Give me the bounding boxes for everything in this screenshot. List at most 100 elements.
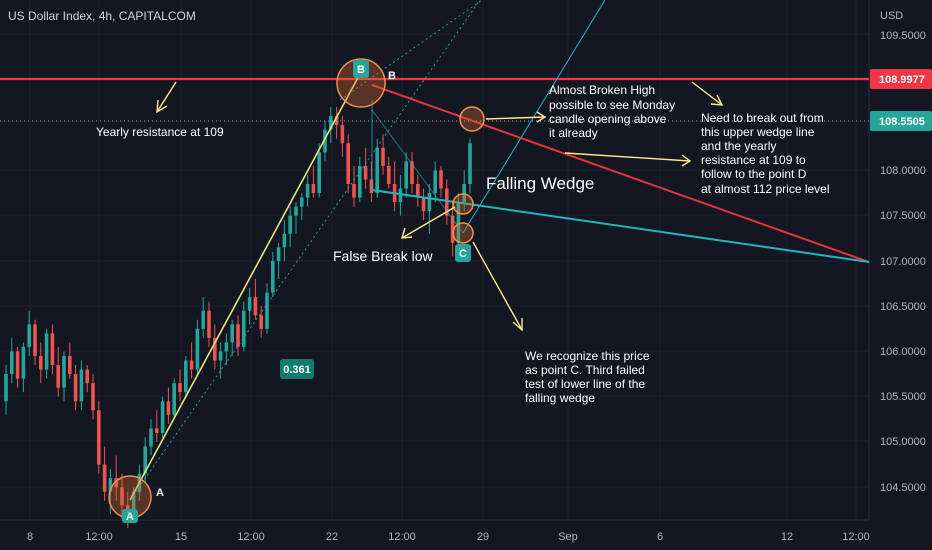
candle-body [44, 333, 49, 370]
candle [276, 242, 281, 280]
arrowhead-point-c [512, 318, 523, 332]
candle-body [352, 183, 356, 198]
candle [404, 152, 408, 198]
time-tick: 12:00 [842, 531, 870, 543]
channel-line[interactable] [462, 0, 606, 234]
price-axis-panel[interactable] [869, 0, 932, 550]
impulse-a-to-b-line[interactable] [129, 71, 362, 501]
candle [375, 138, 379, 198]
last-price-text: 108.5505 [879, 116, 925, 128]
candle-body [201, 310, 205, 329]
candle-body [131, 491, 136, 515]
fib-ratio-badge[interactable]: 0.361 [280, 359, 314, 379]
candle-body [213, 337, 217, 361]
candle-body [450, 215, 455, 243]
candle-body [108, 478, 113, 492]
candle [195, 319, 200, 375]
arrow-point-c [472, 241, 523, 331]
point-c-badge[interactable]: C [455, 244, 471, 262]
candle-body [224, 342, 229, 352]
almost-broken-high-circle[interactable] [459, 106, 485, 132]
candle-body [56, 365, 60, 388]
candle [363, 147, 368, 189]
candle [358, 156, 362, 203]
candle-body [340, 125, 345, 144]
resistance-price-label[interactable]: 108.9977 [870, 69, 932, 89]
b-to-c-line[interactable] [371, 109, 464, 234]
candle [213, 324, 217, 370]
candle [149, 419, 153, 456]
candle-body [195, 328, 200, 370]
point-b-badge[interactable]: B [353, 60, 369, 78]
point-b-label: B [388, 70, 396, 82]
price-axis[interactable]: 109.5000 108.0000 107.5000 107.0000 106.… [880, 30, 926, 494]
candle-body [62, 355, 66, 388]
point-b-badge-label: B [357, 64, 365, 76]
false-break-circle[interactable] [452, 193, 474, 215]
candle-body [433, 170, 437, 194]
candle-body [4, 374, 8, 402]
candle [39, 342, 43, 384]
candle [102, 446, 107, 501]
candle-body [207, 310, 211, 338]
candle-body [143, 446, 147, 474]
candle-body [21, 346, 26, 379]
candle-body [404, 161, 408, 189]
candle [346, 134, 350, 194]
point-a-badge[interactable]: A [122, 509, 138, 523]
candle [56, 346, 60, 397]
time-tick: 6 [657, 531, 663, 543]
channel-dotted-upper-line[interactable] [339, 0, 483, 101]
time-axis[interactable]: 8 12:00 15 12:00 22 12:00 29 Sep 6 12 12… [27, 531, 870, 543]
candle [288, 206, 292, 248]
candle [218, 342, 223, 379]
time-tick: Sep [558, 531, 578, 543]
need-to-break-line-5: follow to the point D [701, 167, 807, 181]
candle-body [120, 487, 124, 506]
annotation-arrows [156, 81, 724, 332]
candle-body [160, 401, 165, 433]
fib-channel-dotted-line[interactable] [129, 0, 481, 501]
yearly-resistance-note: Yearly resistance at 109 [96, 125, 224, 139]
candle-body [253, 297, 258, 316]
candle-body [288, 215, 292, 234]
almost-broken-high-note: Almost Broken High possible to see Monda… [549, 83, 675, 140]
time-tick: 12 [781, 531, 793, 543]
time-tick: 29 [477, 531, 489, 543]
candle-body [102, 464, 107, 492]
point-c-circle[interactable] [452, 222, 474, 244]
candle-body [421, 197, 426, 212]
candle [381, 134, 385, 175]
arrow-upper-wedge [564, 152, 691, 162]
candle-body [68, 355, 72, 375]
candle [62, 351, 66, 402]
symbol-title[interactable]: US Dollar Index, 4h, CAPITALCOM [8, 9, 196, 23]
recognize-c-line-3: test of lower line of the [525, 377, 645, 391]
point-b-circle[interactable] [336, 58, 386, 108]
recognize-c-note: We recognize this price as point C. Thir… [525, 349, 650, 405]
lower-wedge-line[interactable] [371, 189, 870, 263]
candle-body [271, 260, 275, 293]
time-axis-panel[interactable] [0, 520, 932, 550]
candle [120, 473, 124, 519]
candle-body [329, 116, 333, 130]
candle-body [79, 369, 84, 402]
candle-body [381, 147, 385, 166]
candle-body [358, 165, 362, 198]
last-price-label[interactable]: 108.5505 [870, 111, 932, 131]
price-tick: 107.5000 [880, 210, 926, 222]
arrow-yearly-resistance [156, 81, 177, 113]
candle [352, 165, 356, 207]
candle [143, 437, 147, 483]
candle [242, 301, 246, 352]
price-tick: 109.5000 [880, 30, 926, 42]
upper-wedge-line[interactable] [371, 84, 870, 263]
candle-body [387, 165, 391, 184]
candle [4, 365, 8, 415]
point-c-badge-label: C [459, 248, 467, 260]
candle [178, 369, 182, 402]
almost-broken-high-line-3: candle opening above [549, 112, 667, 126]
drawing-layer[interactable]: B B A A C 0.361 [0, 0, 870, 523]
candle-body [218, 351, 223, 361]
